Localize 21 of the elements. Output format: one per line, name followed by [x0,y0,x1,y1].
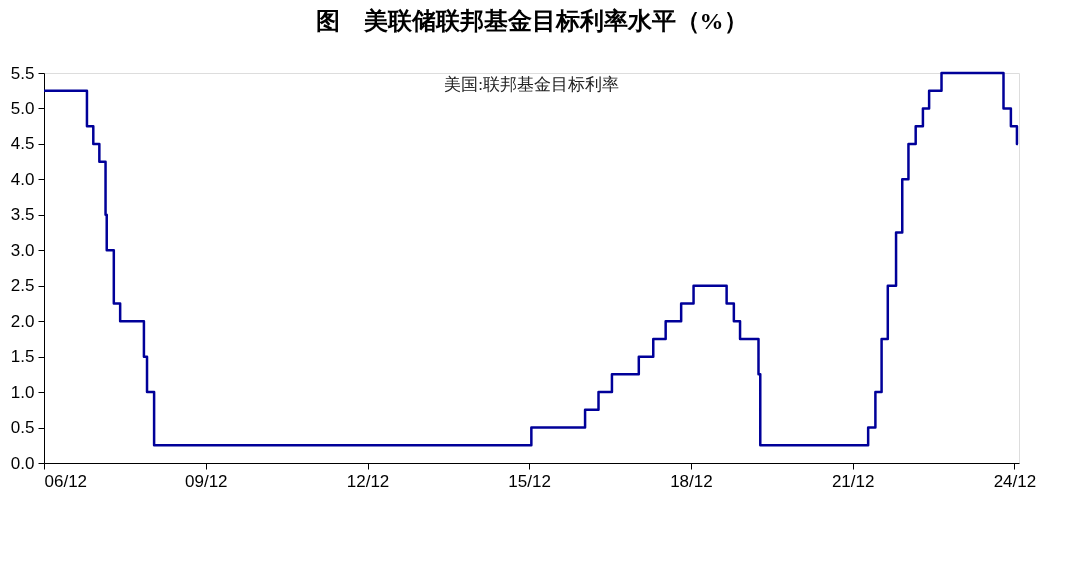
y-tick-label: 0.5 [10,418,35,438]
x-tick-label: 18/12 [670,471,713,491]
y-tick-label: 4.0 [10,169,35,189]
x-tick-label: 09/12 [184,471,228,491]
y-tick-label: 5.0 [10,98,35,118]
text: 美国:联邦基金目标利率 [444,75,619,94]
y-tick-label: 5.5 [10,63,35,83]
x-tick-label: 06/12 [44,471,88,491]
y-tick-label: 2.0 [10,311,35,331]
x-tick-label: 12/12 [346,471,390,491]
y-tick-label: 1.5 [10,347,35,367]
y-tick-label: 2.5 [10,276,35,296]
y-tick-label: 4.5 [10,134,35,154]
x-tick-label: 15/12 [508,471,551,491]
y-tick-label: 0.0 [10,453,35,473]
y-tick-label: 1.0 [10,382,35,402]
y-tick-label: 3.0 [10,240,35,260]
y-tick-label: 3.5 [10,205,35,225]
chart-title: 图 美联储联邦基金目标利率水平（%） [315,7,748,34]
x-tick-label: 21/12 [831,471,875,491]
x-tick-label: 24/12 [993,471,1037,491]
